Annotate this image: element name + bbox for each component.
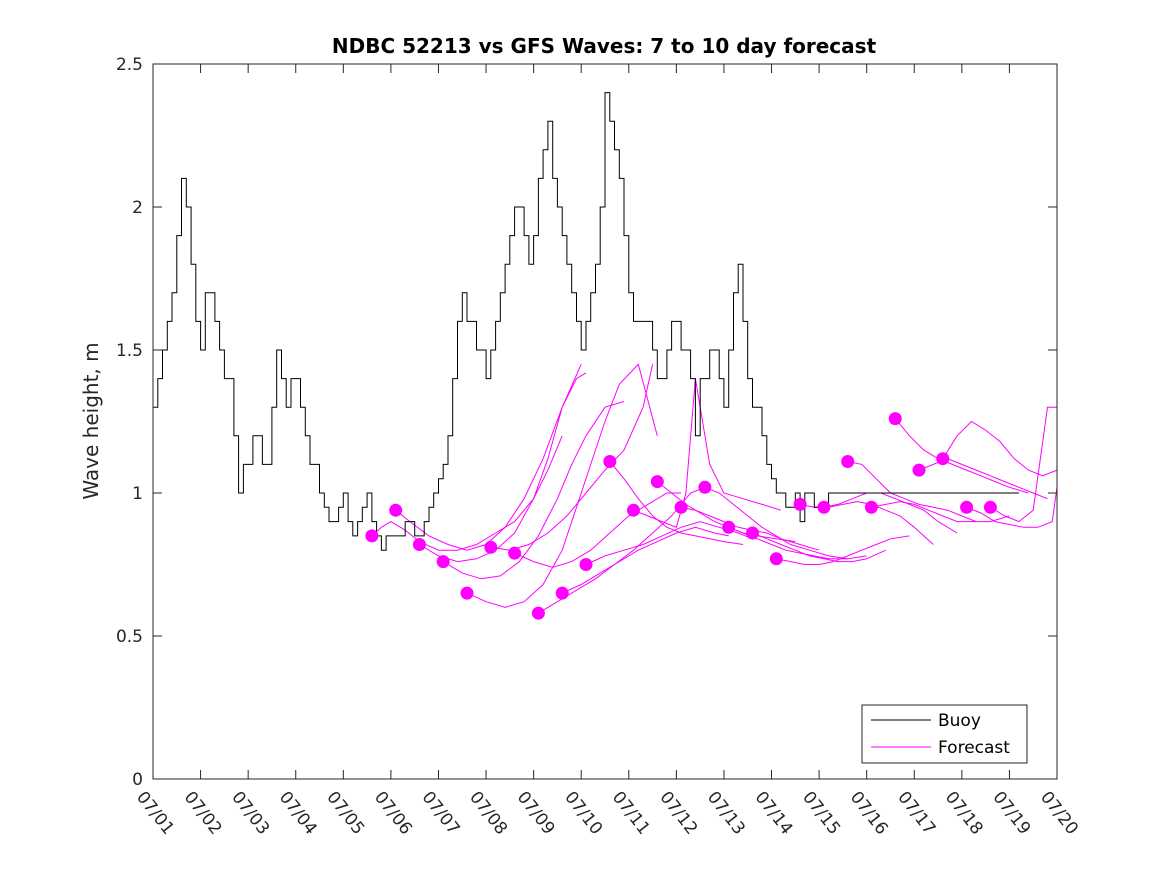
forecast-marker — [888, 412, 902, 426]
forecast-line — [656, 481, 796, 543]
y-tick-label: 0.5 — [116, 627, 143, 647]
forecast-marker — [746, 526, 759, 540]
forecast-marker — [674, 500, 688, 514]
legend-forecast-label: Forecast — [938, 738, 1010, 758]
plot-area — [153, 92, 1058, 620]
forecast-marker — [983, 500, 997, 514]
legend-box — [861, 704, 1028, 764]
forecast-marker — [864, 500, 878, 514]
chart-title: NDBC 52213 vs GFS Waves: 7 to 10 day for… — [332, 34, 877, 58]
forecast-line — [847, 461, 977, 523]
buoy-line — [153, 92, 1019, 551]
forecast-marker — [531, 606, 545, 620]
forecast-line — [681, 506, 820, 551]
y-tick-label: 0 — [132, 770, 143, 790]
forecast-line — [466, 363, 658, 608]
forecast-line — [871, 501, 1010, 523]
axes-box — [152, 63, 1058, 780]
forecast-marker — [579, 558, 593, 571]
forecast-line — [823, 492, 958, 534]
forecast-line — [442, 401, 625, 580]
forecast-marker — [460, 586, 474, 600]
forecast-marker — [508, 546, 522, 560]
forecast-line — [514, 492, 682, 568]
forecast-marker — [650, 475, 664, 489]
forecast-marker — [627, 503, 640, 517]
forecast-marker — [817, 500, 831, 514]
forecast-marker — [841, 455, 855, 468]
forecast-line — [490, 364, 654, 551]
forecast-marker — [389, 503, 403, 517]
forecast-line — [990, 406, 1057, 523]
legend-buoy-label: Buoy — [938, 711, 981, 731]
y-axis-label: Wave height, m — [79, 342, 103, 499]
forecast-line — [561, 526, 729, 594]
y-tick-label: 2.5 — [116, 55, 143, 75]
forecast-marker — [698, 480, 712, 494]
forecast-marker — [436, 555, 450, 569]
forecast-line — [609, 461, 744, 545]
y-tick-label: 1.5 — [116, 341, 143, 361]
forecast-marker — [722, 520, 736, 534]
legend: Buoy Forecast — [861, 704, 1028, 764]
forecast-marker — [769, 552, 783, 566]
forecast-marker — [412, 538, 426, 551]
forecast-marker — [936, 452, 950, 466]
forecast-line — [752, 532, 886, 563]
forecast-line — [966, 487, 1058, 528]
forecast-line — [776, 535, 910, 565]
forecast-line — [419, 372, 587, 563]
forecast-marker — [365, 529, 379, 543]
forecast-line — [704, 486, 848, 560]
y-tick-label: 1 — [132, 484, 143, 504]
forecast-marker — [793, 497, 807, 511]
forecast-marker — [912, 463, 926, 477]
forecast-marker — [603, 455, 617, 468]
forecast-marker — [555, 586, 569, 600]
forecast-line — [894, 418, 1029, 494]
forecast-marker — [484, 540, 498, 554]
y-tick-label: 2 — [132, 198, 143, 218]
forecast-marker — [960, 500, 974, 514]
